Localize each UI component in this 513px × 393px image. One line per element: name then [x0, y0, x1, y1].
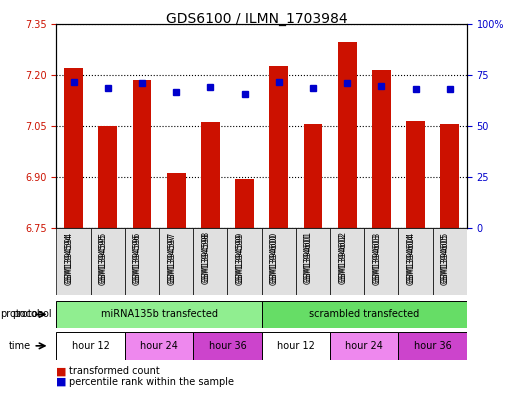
Text: GSM1394594: GSM1394594: [65, 231, 73, 283]
Text: GSM1394595: GSM1394595: [98, 233, 108, 285]
Text: ■: ■: [56, 366, 67, 376]
Bar: [338, 42, 357, 228]
Text: GSM1394604: GSM1394604: [406, 233, 416, 285]
Bar: [98, 126, 117, 228]
FancyBboxPatch shape: [364, 228, 399, 295]
Text: GSM1394603: GSM1394603: [372, 231, 381, 283]
Text: GSM1394598: GSM1394598: [201, 233, 210, 285]
Text: miRNA135b transfected: miRNA135b transfected: [101, 309, 218, 320]
Text: GSM1394599: GSM1394599: [235, 233, 245, 285]
Text: GSM1394596: GSM1394596: [133, 231, 142, 283]
Bar: [269, 66, 288, 228]
Text: transformed count: transformed count: [69, 366, 160, 376]
Text: hour 24: hour 24: [345, 341, 383, 351]
FancyBboxPatch shape: [91, 228, 125, 295]
Text: GSM1394604: GSM1394604: [406, 231, 416, 283]
Text: GSM1394602: GSM1394602: [338, 233, 347, 285]
Text: protocol: protocol: [0, 309, 40, 320]
Text: GSM1394599: GSM1394599: [235, 231, 245, 283]
FancyBboxPatch shape: [125, 332, 193, 360]
FancyBboxPatch shape: [56, 332, 125, 360]
FancyBboxPatch shape: [262, 332, 330, 360]
FancyBboxPatch shape: [296, 228, 330, 295]
Bar: [132, 80, 151, 228]
Text: GSM1394601: GSM1394601: [304, 231, 313, 283]
Bar: [235, 178, 254, 228]
Bar: [167, 173, 186, 228]
FancyBboxPatch shape: [399, 332, 467, 360]
Text: GSM1394603: GSM1394603: [372, 233, 381, 285]
Text: percentile rank within the sample: percentile rank within the sample: [69, 377, 234, 387]
Text: GSM1394600: GSM1394600: [270, 231, 279, 283]
Text: hour 12: hour 12: [72, 341, 110, 351]
Bar: [372, 70, 391, 228]
Text: GSM1394605: GSM1394605: [441, 233, 450, 285]
FancyBboxPatch shape: [262, 301, 467, 328]
Text: GSM1394602: GSM1394602: [338, 231, 347, 283]
FancyBboxPatch shape: [193, 228, 227, 295]
Text: GSM1394596: GSM1394596: [133, 233, 142, 285]
Bar: [64, 68, 83, 228]
Bar: [440, 124, 459, 228]
Text: time: time: [8, 341, 31, 351]
Text: GSM1394597: GSM1394597: [167, 233, 176, 285]
Text: hour 24: hour 24: [140, 341, 178, 351]
FancyBboxPatch shape: [227, 228, 262, 295]
Bar: [201, 122, 220, 228]
FancyBboxPatch shape: [56, 301, 262, 328]
FancyBboxPatch shape: [159, 228, 193, 295]
Text: GSM1394598: GSM1394598: [201, 231, 210, 283]
Text: protocol: protocol: [12, 309, 51, 320]
FancyBboxPatch shape: [399, 228, 432, 295]
FancyBboxPatch shape: [432, 228, 467, 295]
FancyBboxPatch shape: [262, 228, 296, 295]
Text: GSM1394594: GSM1394594: [65, 233, 73, 285]
Text: GDS6100 / ILMN_1703984: GDS6100 / ILMN_1703984: [166, 12, 347, 26]
Text: hour 12: hour 12: [277, 341, 315, 351]
Text: GSM1394595: GSM1394595: [98, 231, 108, 283]
FancyBboxPatch shape: [125, 228, 159, 295]
Text: GSM1394601: GSM1394601: [304, 233, 313, 285]
FancyBboxPatch shape: [193, 332, 262, 360]
Text: hour 36: hour 36: [209, 341, 246, 351]
Text: GSM1394605: GSM1394605: [441, 231, 450, 283]
FancyBboxPatch shape: [330, 332, 399, 360]
FancyBboxPatch shape: [56, 228, 91, 295]
Text: ■: ■: [56, 377, 67, 387]
Text: hour 36: hour 36: [414, 341, 451, 351]
Text: GSM1394600: GSM1394600: [270, 233, 279, 285]
Text: scrambled transfected: scrambled transfected: [309, 309, 419, 320]
Bar: [406, 121, 425, 228]
Text: GSM1394597: GSM1394597: [167, 231, 176, 283]
FancyBboxPatch shape: [330, 228, 364, 295]
Bar: [304, 124, 322, 228]
